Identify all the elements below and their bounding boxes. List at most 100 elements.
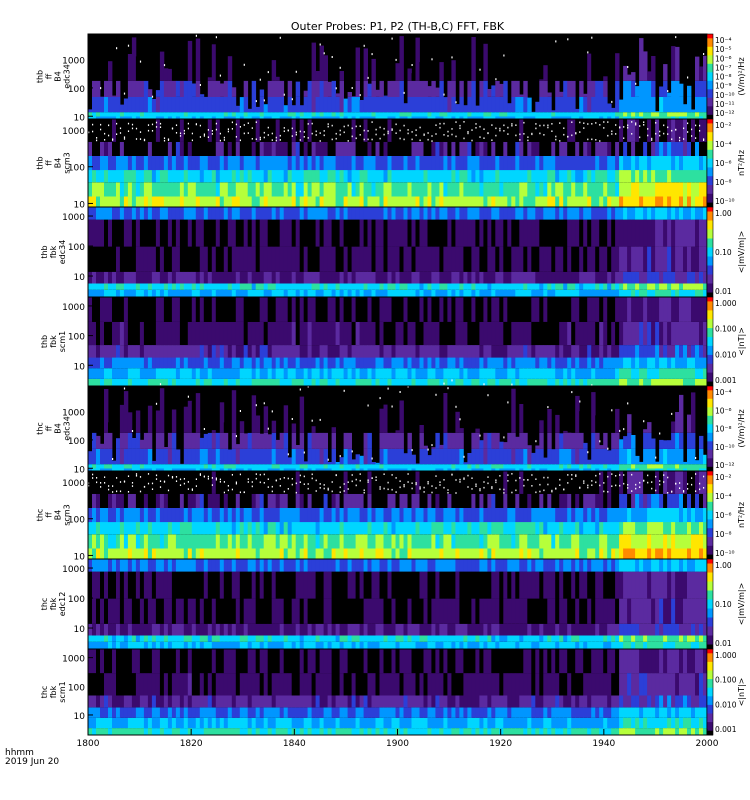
spectrogram-cell	[547, 406, 549, 409]
spectrogram-cell	[643, 297, 648, 322]
spectrogram-cell	[651, 96, 656, 113]
spectrogram-cell	[567, 219, 572, 247]
spectrogram-cell	[471, 468, 476, 471]
spectrogram-cell	[239, 141, 245, 156]
spectrogram-cell	[667, 289, 672, 297]
spectrogram-cell	[583, 464, 588, 469]
spectrogram-cell	[112, 289, 117, 297]
spectrogram-cell	[623, 116, 628, 119]
spectrogram-cell	[363, 432, 368, 449]
spectrogram-cell	[131, 80, 137, 97]
spectrogram-cell	[679, 182, 684, 197]
spectrogram-cell	[655, 132, 657, 135]
spectrogram-cell	[587, 119, 592, 142]
colorbar-segment	[707, 99, 713, 103]
spectrogram-cell	[92, 119, 97, 142]
spectrogram-cell	[351, 219, 356, 247]
spectrogram-cell	[587, 170, 592, 183]
spectrogram-cell	[267, 71, 269, 74]
spectrogram-cell	[687, 76, 689, 79]
spectrogram-cell	[551, 119, 556, 142]
spectrogram-cell	[671, 116, 676, 119]
spectrogram-cell	[351, 246, 356, 272]
spectrogram-cell	[371, 121, 373, 123]
spectrogram-cell	[179, 119, 185, 142]
spectrogram-cell	[571, 182, 576, 197]
spectrogram-cell	[443, 141, 448, 156]
spectrogram-cell	[255, 289, 261, 297]
spectrogram-cell	[263, 289, 269, 297]
spectrogram-cell	[511, 246, 516, 272]
spectrogram-cell	[535, 271, 540, 284]
spectrogram-cell	[403, 246, 408, 272]
spectrogram-cell	[623, 65, 628, 81]
spectrogram-cell	[135, 297, 141, 322]
spectrogram-cell	[347, 448, 352, 465]
spectrogram-cell	[387, 297, 392, 322]
spectrogram-cell	[479, 136, 481, 138]
spectrogram-cell	[187, 271, 193, 284]
spectrogram-cell	[116, 141, 121, 156]
spectrogram-cell	[311, 297, 316, 322]
spectrogram-cell	[291, 271, 297, 284]
spectrogram-cell	[112, 170, 117, 183]
spectrogram-cell	[259, 297, 265, 322]
spectrogram-cell	[179, 80, 185, 97]
spectrogram-cell	[163, 447, 169, 449]
spectrogram-cell	[139, 69, 145, 81]
spectrogram-cell	[191, 401, 197, 433]
spectrogram-cell	[527, 182, 532, 197]
spectrogram-cell	[419, 119, 424, 142]
spectrogram-cell	[563, 246, 568, 272]
spectrogram-cell	[595, 297, 600, 322]
spectrogram-cell	[579, 357, 584, 369]
spectrogram-cell	[239, 97, 245, 113]
spectrogram-cell	[155, 464, 161, 469]
spectrogram-cell	[175, 156, 181, 171]
spectrogram-cell	[539, 80, 544, 97]
spectrogram-cell	[167, 289, 173, 297]
spectrogram-cell	[211, 448, 217, 465]
spectrogram-cell	[411, 96, 416, 113]
spectrogram-cell	[355, 321, 360, 345]
colorbar-segment	[707, 379, 713, 382]
spectrogram-cell	[355, 345, 360, 358]
spectrogram-cell	[299, 130, 301, 133]
spectrogram-cell	[599, 440, 601, 443]
spectrogram-cell	[447, 96, 452, 113]
colorbar-segment	[707, 243, 713, 246]
spectrogram-cell	[231, 464, 237, 469]
spectrogram-cell	[695, 283, 700, 290]
spectrogram-cell	[363, 321, 368, 345]
spectrogram-cell	[659, 297, 664, 322]
spectrogram-cell	[511, 182, 516, 197]
spectrogram-cell	[279, 396, 285, 433]
spectrogram-cell	[495, 357, 500, 369]
spectrogram-cell	[507, 401, 509, 404]
spectrogram-cell	[223, 141, 229, 156]
spectrogram-cell	[287, 129, 289, 132]
spectrogram-cell	[227, 345, 233, 358]
spectrogram-cell	[451, 156, 456, 171]
colorbar-segment	[707, 114, 713, 118]
spectrogram-cell	[227, 368, 233, 379]
spectrogram-cell	[411, 112, 416, 117]
spectrogram-cell	[100, 196, 105, 207]
spectrogram-cell	[135, 219, 141, 247]
spectrogram-cell	[339, 289, 344, 297]
spectrogram-cell	[339, 455, 341, 458]
spectrogram-cell	[535, 246, 540, 272]
spectrogram-cell	[403, 271, 408, 284]
spectrogram-cell	[263, 368, 269, 379]
spectrogram-cell	[251, 219, 257, 247]
spectrogram-cell	[699, 378, 704, 386]
spectrogram-cell	[691, 345, 696, 358]
spectrogram-cell	[315, 182, 320, 197]
spectrogram-cell	[127, 122, 130, 125]
spectrogram-cell	[475, 321, 480, 345]
spectrogram-cell	[371, 53, 373, 56]
spectrogram-cell	[271, 297, 277, 322]
spectrogram-cell	[163, 368, 169, 379]
spectrogram-cell	[287, 112, 293, 117]
